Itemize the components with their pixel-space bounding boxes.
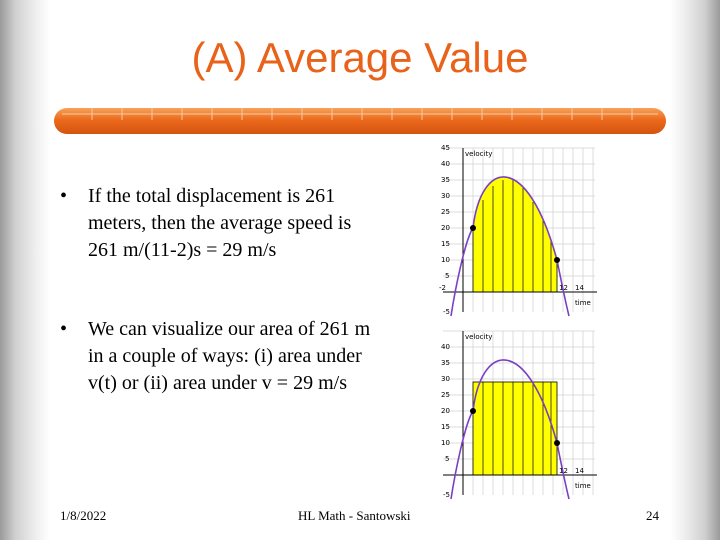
tick-label: -5: [443, 308, 450, 316]
axis-label-y: velocity: [465, 333, 492, 341]
tick-label: 25: [441, 391, 450, 399]
title-bar-grid: [62, 108, 658, 120]
tick-label: 10: [441, 439, 450, 447]
tick-label: 12: [559, 284, 568, 292]
tick-label: 20: [441, 407, 450, 415]
tick-label: 14: [575, 284, 584, 292]
bullet-dot: •: [60, 185, 68, 207]
average-value-rectangle: [472, 381, 558, 476]
bullet-text: If the total displacement is 261 meters,…: [88, 185, 352, 261]
velocity-curve: [450, 359, 570, 500]
tick-label: 15: [441, 240, 450, 248]
title-underline-bar: [54, 108, 666, 134]
slide-title: (A) Average Value: [191, 34, 529, 81]
velocity-graph-area-under-curve: 45 40 35 30 25 20 15 10 5 -5 -2 12 14 ve…: [439, 144, 597, 317]
tick-label: 40: [441, 160, 450, 168]
tick-label: -2: [439, 284, 446, 292]
tick-label: 35: [441, 176, 450, 184]
footer-author: HL Math - Santowski: [298, 508, 411, 523]
axis-label-x: time: [575, 482, 591, 490]
tick-label: 45: [441, 144, 450, 152]
axis-label-x: time: [575, 299, 591, 307]
footer-date: 1/8/2022: [60, 508, 107, 523]
bullet-list: • If the total displacement is 261 meter…: [56, 183, 386, 397]
tick-label: 30: [441, 375, 450, 383]
bullet-item: • We can visualize our area of 261 m in …: [56, 316, 386, 397]
tick-label: 10: [441, 256, 450, 264]
tick-label: 30: [441, 192, 450, 200]
right-edge-shade: [670, 0, 720, 540]
endpoint-marker: [554, 257, 560, 263]
footer-page-number: 24: [646, 508, 659, 523]
left-edge-shade: [0, 0, 50, 540]
axis-label-y: velocity: [465, 150, 492, 158]
bullet-text: We can visualize our area of 261 m in a …: [88, 318, 371, 394]
endpoint-marker: [470, 408, 476, 414]
tick-label: 14: [575, 467, 584, 475]
tick-label: 15: [441, 423, 450, 431]
endpoint-marker: [470, 225, 476, 231]
tick-label: 5: [445, 272, 449, 280]
bullet-dot: •: [60, 318, 68, 340]
endpoint-marker: [554, 440, 560, 446]
tick-label: 5: [445, 455, 449, 463]
tick-label: 35: [441, 359, 450, 367]
tick-label: -5: [443, 491, 450, 499]
filled-area-under-curve: [472, 176, 558, 293]
velocity-graph-average-rectangle: 40 35 30 25 20 15 10 5 -5 12 14 velocity…: [441, 330, 597, 500]
tick-label: 40: [441, 343, 450, 351]
tick-label: 25: [441, 208, 450, 216]
riemann-strips: [482, 180, 552, 292]
rectangle-strips: [482, 382, 552, 475]
bullet-item: • If the total displacement is 261 meter…: [56, 183, 386, 264]
tick-label: 20: [441, 224, 450, 232]
tick-label: 12: [559, 467, 568, 475]
velocity-curve: [450, 176, 570, 317]
